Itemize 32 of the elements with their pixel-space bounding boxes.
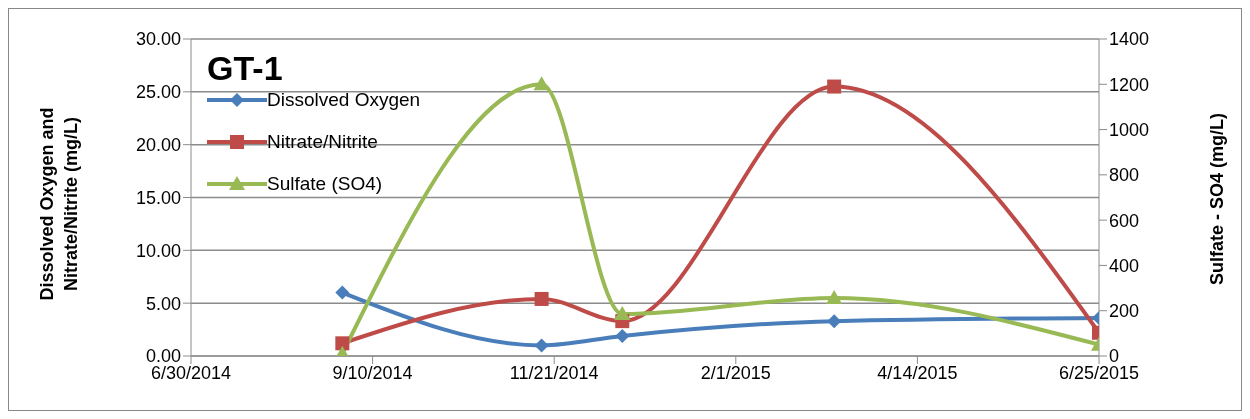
y-tick-label: 5.00	[145, 293, 181, 314]
y2-tick-label: 1000	[1109, 119, 1150, 140]
legend-label: Dissolved Oxygen	[267, 89, 421, 111]
point	[335, 285, 350, 300]
point	[533, 76, 550, 91]
y2-tick-label: 200	[1109, 301, 1140, 322]
point	[534, 291, 549, 306]
x-tick-label: 9/10/2014	[332, 362, 413, 383]
point	[615, 328, 630, 343]
y2-tick-label: 400	[1109, 255, 1140, 276]
legend-label: Sulfate (SO4)	[267, 173, 383, 195]
y-tick-label: 10.00	[135, 240, 181, 261]
y-tick-label: 20.00	[135, 135, 181, 156]
point	[827, 79, 842, 94]
chart-title: GT-1	[207, 49, 283, 88]
y-tick-label: 30.00	[135, 29, 181, 50]
y2-tick-label: 1400	[1109, 29, 1150, 50]
point	[534, 338, 549, 353]
y-tick-label: 25.00	[135, 82, 181, 103]
y2-tick-label: 600	[1109, 210, 1140, 231]
point	[335, 336, 350, 351]
point	[614, 306, 631, 321]
x-tick-label: 11/21/2014	[509, 362, 599, 383]
y2-tick-label: 1200	[1109, 74, 1150, 95]
x-tick-label: 4/14/2015	[877, 362, 958, 383]
y-axis-title: Dissolved Oxygen and Nitrate/Nitrite (mg/L)	[36, 106, 82, 303]
y-tick-label: 15.00	[135, 187, 181, 208]
point	[827, 314, 842, 329]
legend-label: Nitrate/Nitrite	[267, 131, 378, 153]
y2-tick-label: 800	[1109, 165, 1140, 186]
x-tick-label: 2/1/2015	[700, 362, 771, 383]
y2-axis-title: Sulfate - SO4 (mg/L)	[1206, 112, 1228, 287]
